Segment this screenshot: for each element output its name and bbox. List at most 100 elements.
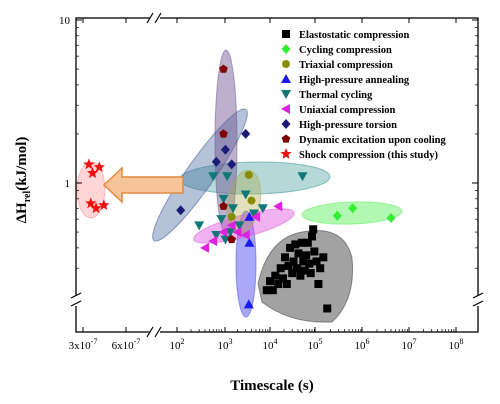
data-point [227, 159, 237, 170]
x-tick-label: 105 [308, 337, 323, 352]
data-point [278, 274, 287, 283]
data-point [218, 227, 228, 238]
legend: Elastostatic compression Cycling compress… [280, 30, 446, 161]
data-point [216, 215, 227, 225]
x-tick-label: 108 [449, 337, 464, 352]
data-point [83, 158, 95, 170]
data-point [316, 264, 325, 273]
data-point [309, 225, 318, 234]
x-tick-label: 106 [355, 337, 370, 352]
data-point [310, 247, 319, 256]
data-point [240, 229, 250, 240]
data-point [86, 167, 99, 178]
y-break-mark [70, 300, 82, 307]
data-point [307, 232, 316, 241]
shock-region [76, 161, 106, 219]
data-point [227, 204, 238, 214]
legend-entry: Triaxial compression [299, 60, 393, 71]
data-point [244, 211, 255, 221]
data-point [257, 204, 268, 214]
y-break-mark [472, 300, 484, 307]
legend-marker [281, 119, 291, 129]
data-point [266, 277, 274, 286]
data-point [208, 236, 218, 247]
data-point [199, 242, 209, 253]
data-point [218, 194, 229, 204]
y-break-gap [72, 296, 80, 306]
x-tick-label-exponent: 6 [366, 337, 370, 346]
x-tick-label-exponent: 5 [319, 337, 323, 346]
data-point [226, 220, 236, 231]
legend-marker [281, 104, 290, 114]
legend-entry: Cycling compression [299, 45, 392, 56]
data-point [262, 286, 271, 295]
legend-entry: High-pressure annealing [299, 75, 410, 86]
data-point [294, 249, 303, 258]
data-point [282, 280, 291, 289]
data-point [319, 253, 328, 262]
x-tick-label-base: 10 [355, 340, 367, 352]
data-point [211, 156, 221, 167]
data-point [273, 201, 283, 212]
x-tick-label: 104 [263, 337, 278, 352]
data-point [291, 240, 300, 249]
data-point [300, 266, 309, 275]
data-point [219, 129, 228, 138]
data-point [348, 203, 358, 214]
x-tick-label: 107 [402, 337, 417, 352]
data-point [90, 202, 102, 214]
legend-entry: Uniaxial compression [299, 105, 396, 116]
data-point [288, 269, 297, 278]
data-point [299, 257, 308, 266]
legend-entry: Dynamic excitation upon cooling [299, 135, 446, 146]
x-tick-label-exponent: 8 [460, 337, 464, 346]
data-point [323, 304, 332, 313]
x-break-mark [146, 326, 154, 338]
annealing-region [235, 210, 257, 318]
axis-titles: Timescale (s) ΔHrel(kJ/mol) [14, 137, 314, 394]
data-point [244, 170, 253, 179]
data-point [227, 235, 236, 244]
data-point [276, 264, 285, 273]
data-point [286, 243, 295, 252]
data-point [85, 197, 97, 209]
x-tick-label: 6x10-7 [112, 337, 141, 352]
data-point [240, 190, 251, 200]
legend-entry: Thermal cycling [299, 90, 373, 101]
legend-entry: High-pressure torsion [299, 120, 397, 131]
x-axis-title: Timescale (s) [230, 378, 313, 394]
x-tick-label-exponent: -7 [91, 337, 98, 346]
data-point [292, 264, 301, 273]
y-axis-title: ΔHrel(kJ/mol) [14, 137, 33, 224]
legend-marker [281, 134, 291, 143]
data-point [208, 172, 219, 182]
data-point [227, 212, 236, 221]
x-break-gap [150, 14, 160, 22]
data-point [220, 144, 230, 155]
x-tick-label-exponent: 7 [413, 337, 417, 346]
legend-marker [281, 90, 291, 99]
y-break-mark [70, 292, 82, 299]
data-point [297, 238, 306, 247]
x-tick-label-base: 10 [449, 340, 461, 352]
torsion-region [152, 108, 248, 242]
x-tick-label-exponent: 4 [274, 337, 278, 346]
x-tick-label-base: 6x10 [112, 340, 135, 352]
data-point [296, 271, 305, 280]
y-break-mark [472, 292, 484, 299]
x-break-mark [154, 326, 162, 338]
data-point [305, 259, 314, 268]
y-axis-title-unit: (kJ/mol) [14, 137, 30, 191]
y-axis-title-main: ΔH [14, 202, 30, 223]
data-point [232, 227, 242, 238]
data-point [284, 261, 293, 270]
data-point [93, 161, 105, 173]
x-tick-label-base: 10 [263, 340, 275, 352]
x-tick-label: 102 [170, 337, 185, 352]
data-point [244, 237, 255, 247]
x-tick-label-base: 10 [308, 340, 320, 352]
data-point [332, 210, 342, 221]
data-point [219, 64, 228, 73]
legend-marker [282, 60, 290, 68]
